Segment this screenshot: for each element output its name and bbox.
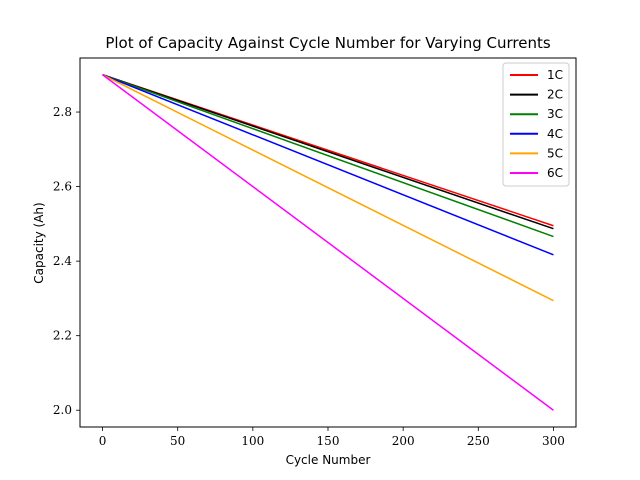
legend: 1C 2C 3C 4C 5C 6C	[503, 63, 569, 186]
legend-label-4c: 4C	[547, 127, 563, 141]
legend-label-1c: 1C	[547, 68, 563, 82]
legend-label-2c: 2C	[547, 88, 563, 102]
x-tick-label: 200	[392, 434, 415, 448]
x-tick-label: 50	[170, 434, 185, 448]
x-tick-label: 300	[542, 434, 565, 448]
series-layer	[103, 75, 554, 410]
series-line-5c	[103, 75, 554, 301]
legend-label-3c: 3C	[547, 107, 563, 121]
y-tick-label: 2.0	[53, 403, 72, 417]
y-tick-label: 2.8	[53, 105, 72, 119]
legend-label-5c: 5C	[547, 146, 563, 160]
y-tick-label: 2.4	[53, 254, 72, 268]
series-line-2c	[103, 75, 554, 229]
series-line-3c	[103, 75, 554, 237]
x-tick-label: 0	[99, 434, 107, 448]
y-tick-label: 2.2	[53, 329, 72, 343]
x-tick-label: 150	[317, 434, 340, 448]
x-tick-label: 100	[241, 434, 264, 448]
chart-title: Plot of Capacity Against Cycle Number fo…	[105, 34, 551, 52]
y-axis-label: Capacity (Ah)	[32, 202, 46, 283]
x-axis-label: Cycle Number	[286, 453, 371, 467]
x-axis-ticks: 0 50 100 150 200 250 300	[99, 427, 565, 448]
y-tick-label: 2.6	[53, 180, 72, 194]
series-line-6c	[103, 75, 554, 410]
legend-label-6c: 6C	[547, 166, 563, 180]
y-axis-ticks: 2.0 2.2 2.4 2.6 2.8	[53, 105, 80, 417]
series-line-4c	[103, 75, 554, 255]
x-tick-label: 250	[467, 434, 490, 448]
